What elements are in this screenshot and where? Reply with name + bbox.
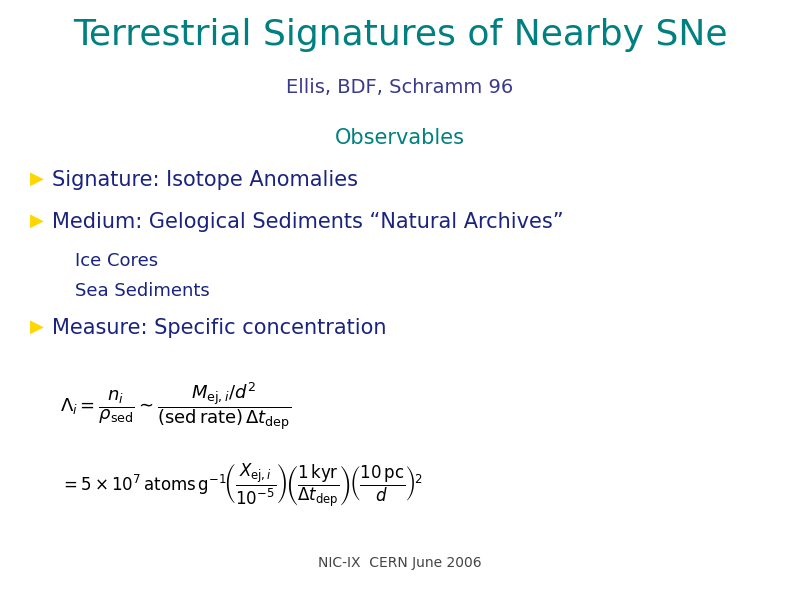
Text: Measure: Specific concentration: Measure: Specific concentration: [52, 318, 386, 338]
Text: Ice Cores: Ice Cores: [75, 252, 158, 270]
Text: NIC-IX  CERN June 2006: NIC-IX CERN June 2006: [318, 556, 482, 570]
Text: ▶: ▶: [30, 318, 44, 336]
Text: $\Lambda_i = \dfrac{n_i}{\rho_{\mathrm{sed}}} \sim \dfrac{M_{\mathrm{ej},i} / d^: $\Lambda_i = \dfrac{n_i}{\rho_{\mathrm{s…: [60, 380, 291, 432]
Text: Medium: Gelogical Sediments “Natural Archives”: Medium: Gelogical Sediments “Natural Arc…: [52, 212, 564, 232]
Text: $= 5 \times 10^7\,\mathrm{atoms\,g}^{-1}\!\left(\dfrac{X_{\mathrm{ej},i}}{10^{-5: $= 5 \times 10^7\,\mathrm{atoms\,g}^{-1}…: [60, 462, 422, 510]
Text: Signature: Isotope Anomalies: Signature: Isotope Anomalies: [52, 170, 358, 190]
Text: ▶: ▶: [30, 170, 44, 188]
Text: Terrestrial Signatures of Nearby SNe: Terrestrial Signatures of Nearby SNe: [73, 18, 727, 52]
Text: Sea Sediments: Sea Sediments: [75, 282, 210, 300]
Text: ▶: ▶: [30, 212, 44, 230]
Text: Ellis, BDF, Schramm 96: Ellis, BDF, Schramm 96: [286, 78, 514, 97]
Text: Observables: Observables: [335, 128, 465, 148]
